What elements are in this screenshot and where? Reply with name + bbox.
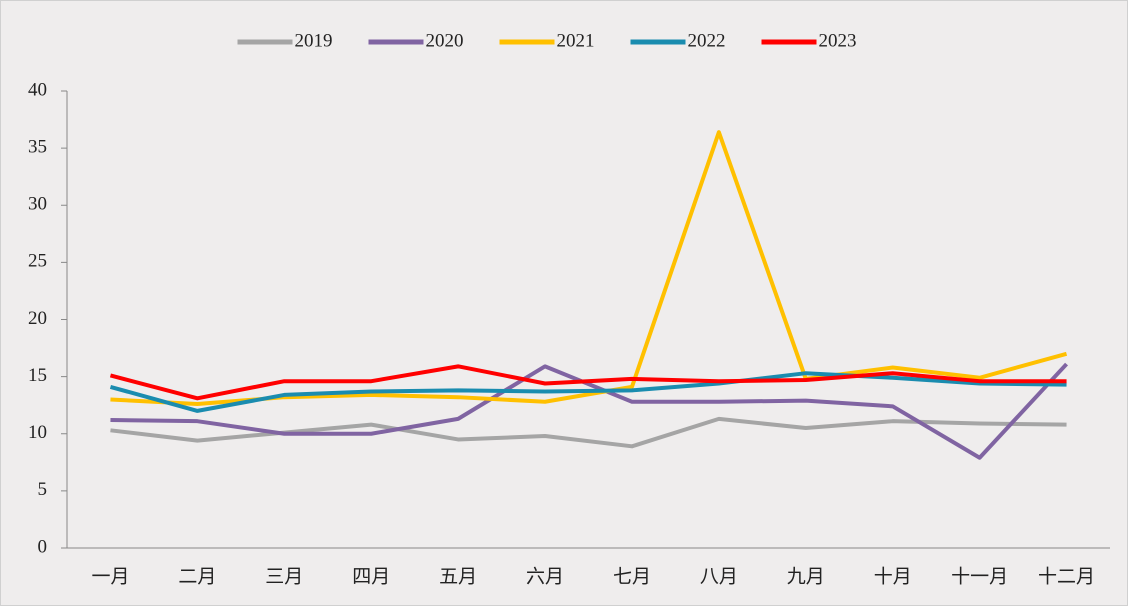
- legend-label: 2021: [557, 30, 595, 51]
- y-tick-label: 0: [38, 536, 48, 557]
- series-line: [109, 371, 1067, 413]
- x-tick-label: 十二月: [1038, 565, 1095, 587]
- y-tick-label: 20: [28, 308, 47, 329]
- series-line: [110, 416, 1067, 449]
- legend-label: 2023: [819, 30, 857, 51]
- x-tick-label: 四月: [352, 566, 390, 587]
- x-tick-label: 五月: [439, 566, 477, 587]
- legend-label: 2022: [688, 30, 726, 51]
- y-tick-label: 30: [28, 194, 47, 215]
- x-tick-label: 八月: [700, 566, 738, 587]
- y-tick-label: 35: [28, 136, 47, 157]
- y-tick-label: 40: [28, 79, 47, 100]
- y-tick-label: 15: [28, 365, 47, 386]
- x-tick-label: 七月: [613, 565, 651, 587]
- series-line: [109, 364, 1067, 401]
- x-tick-label: 九月: [787, 565, 825, 587]
- y-tick-label: 25: [28, 251, 47, 272]
- legend-label: 2019: [295, 30, 333, 51]
- y-tick-label: 5: [38, 479, 48, 500]
- series-line: [110, 362, 1069, 460]
- x-tick-label: 二月: [178, 566, 216, 587]
- x-tick-label: 十一月: [951, 565, 1008, 587]
- legend-label: 2020: [426, 30, 464, 51]
- x-tick-label: 六月: [526, 565, 564, 587]
- y-tick-label: 10: [28, 422, 47, 443]
- x-tick-label: 三月: [265, 566, 303, 587]
- x-tick-label: 一月: [91, 566, 129, 587]
- x-tick-label: 十月: [874, 565, 912, 587]
